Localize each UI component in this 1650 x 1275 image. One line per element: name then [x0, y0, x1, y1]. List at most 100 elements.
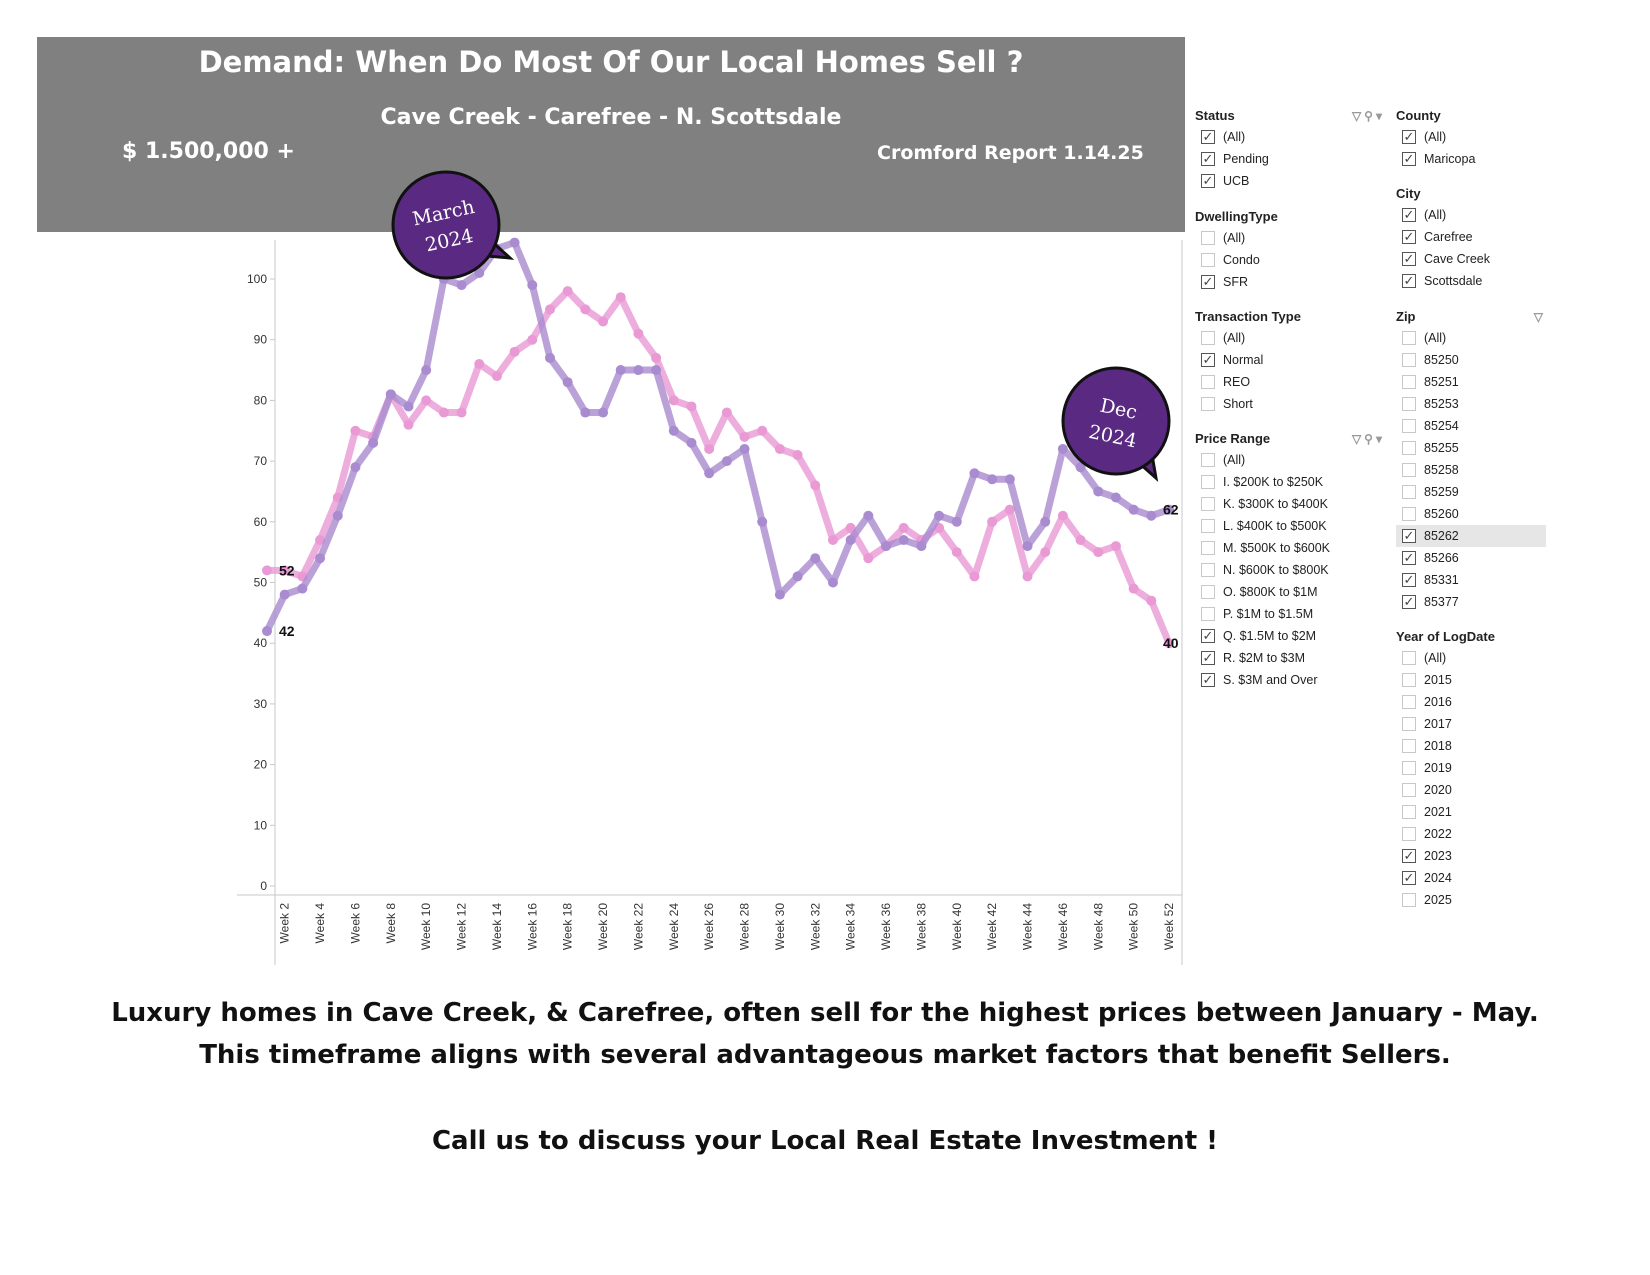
checkbox-checked-icon[interactable]: ✓: [1201, 352, 1215, 367]
checkbox-checked-icon[interactable]: ✓: [1201, 650, 1215, 665]
filter-option[interactable]: ✓ S. $3M and Over: [1195, 669, 1385, 691]
filter-option[interactable]: 2021: [1396, 801, 1546, 823]
filter-option[interactable]: 2017: [1396, 713, 1546, 735]
filter-option[interactable]: 85254: [1396, 415, 1546, 437]
filter-option[interactable]: 85255: [1396, 437, 1546, 459]
checkbox-empty-icon[interactable]: [1402, 353, 1416, 367]
filter-option[interactable]: (All): [1396, 647, 1546, 669]
filter-option[interactable]: Condo: [1195, 249, 1385, 271]
filter-option[interactable]: REO: [1195, 371, 1385, 393]
checkbox-checked-icon[interactable]: ✓: [1402, 848, 1416, 863]
filter-option[interactable]: ✓ (All): [1396, 126, 1546, 148]
filter-option[interactable]: (All): [1396, 327, 1546, 349]
checkbox-empty-icon[interactable]: [1402, 651, 1416, 665]
filter-option[interactable]: M. $500K to $600K: [1195, 537, 1385, 559]
checkbox-empty-icon[interactable]: [1201, 585, 1215, 599]
checkbox-empty-icon[interactable]: [1402, 783, 1416, 797]
checkbox-checked-icon[interactable]: ✓: [1402, 251, 1416, 266]
filter-option[interactable]: ✓ Carefree: [1396, 226, 1546, 248]
checkbox-checked-icon[interactable]: ✓: [1201, 628, 1215, 643]
checkbox-checked-icon[interactable]: ✓: [1402, 229, 1416, 244]
checkbox-checked-icon[interactable]: ✓: [1402, 273, 1416, 288]
filter-option[interactable]: ✓ 85262: [1396, 525, 1546, 547]
filter-option[interactable]: 85260: [1396, 503, 1546, 525]
checkbox-empty-icon[interactable]: [1201, 519, 1215, 533]
checkbox-empty-icon[interactable]: [1201, 375, 1215, 389]
filter-option[interactable]: I. $200K to $250K: [1195, 471, 1385, 493]
checkbox-empty-icon[interactable]: [1201, 497, 1215, 511]
filter-option[interactable]: ✓ 85266: [1396, 547, 1546, 569]
checkbox-checked-icon[interactable]: ✓: [1402, 870, 1416, 885]
filter-option[interactable]: (All): [1195, 227, 1385, 249]
filter-option[interactable]: 85253: [1396, 393, 1546, 415]
checkbox-checked-icon[interactable]: ✓: [1402, 550, 1416, 565]
checkbox-checked-icon[interactable]: ✓: [1402, 129, 1416, 144]
filter-option[interactable]: 2015: [1396, 669, 1546, 691]
checkbox-empty-icon[interactable]: [1402, 695, 1416, 709]
checkbox-empty-icon[interactable]: [1402, 397, 1416, 411]
checkbox-empty-icon[interactable]: [1201, 397, 1215, 411]
filter-option[interactable]: ✓ Pending: [1195, 148, 1385, 170]
filter-option[interactable]: 2016: [1396, 691, 1546, 713]
filter-option[interactable]: ✓ (All): [1396, 204, 1546, 226]
filter-option[interactable]: K. $300K to $400K: [1195, 493, 1385, 515]
filter-option[interactable]: ✓ 85377: [1396, 591, 1546, 613]
checkbox-checked-icon[interactable]: ✓: [1402, 594, 1416, 609]
checkbox-empty-icon[interactable]: [1402, 761, 1416, 775]
filter-option[interactable]: ✓ Maricopa: [1396, 148, 1546, 170]
checkbox-empty-icon[interactable]: [1402, 827, 1416, 841]
filter-option[interactable]: ✓ Normal: [1195, 349, 1385, 371]
filter-option[interactable]: (All): [1195, 327, 1385, 349]
checkbox-empty-icon[interactable]: [1402, 463, 1416, 477]
filter-option[interactable]: 85258: [1396, 459, 1546, 481]
filter-option[interactable]: 85251: [1396, 371, 1546, 393]
filter-option[interactable]: P. $1M to $1.5M: [1195, 603, 1385, 625]
checkbox-checked-icon[interactable]: ✓: [1201, 129, 1215, 144]
filter-menu-icon[interactable]: ▽⚲▾: [1351, 432, 1385, 446]
checkbox-empty-icon[interactable]: [1402, 893, 1416, 907]
filter-option[interactable]: 2018: [1396, 735, 1546, 757]
checkbox-empty-icon[interactable]: [1402, 673, 1416, 687]
filter-option[interactable]: ✓ R. $2M to $3M: [1195, 647, 1385, 669]
filter-option[interactable]: ✓ Q. $1.5M to $2M: [1195, 625, 1385, 647]
checkbox-empty-icon[interactable]: [1402, 805, 1416, 819]
checkbox-empty-icon[interactable]: [1402, 485, 1416, 499]
filter-option[interactable]: 2025: [1396, 889, 1546, 911]
filter-option[interactable]: (All): [1195, 449, 1385, 471]
checkbox-checked-icon[interactable]: ✓: [1201, 672, 1215, 687]
filter-option[interactable]: 85259: [1396, 481, 1546, 503]
filter-option[interactable]: N. $600K to $800K: [1195, 559, 1385, 581]
filter-option[interactable]: ✓ Scottsdale: [1396, 270, 1546, 292]
checkbox-empty-icon[interactable]: [1402, 717, 1416, 731]
filter-option[interactable]: Short: [1195, 393, 1385, 415]
checkbox-empty-icon[interactable]: [1402, 739, 1416, 753]
checkbox-empty-icon[interactable]: [1402, 419, 1416, 433]
checkbox-empty-icon[interactable]: [1201, 607, 1215, 621]
filter-menu-icon[interactable]: ▽⚲▾: [1351, 109, 1385, 123]
checkbox-empty-icon[interactable]: [1201, 331, 1215, 345]
checkbox-empty-icon[interactable]: [1201, 231, 1215, 245]
filter-option[interactable]: L. $400K to $500K: [1195, 515, 1385, 537]
filter-option[interactable]: 2022: [1396, 823, 1546, 845]
checkbox-empty-icon[interactable]: [1402, 375, 1416, 389]
checkbox-checked-icon[interactable]: ✓: [1201, 274, 1215, 289]
checkbox-empty-icon[interactable]: [1402, 331, 1416, 345]
checkbox-empty-icon[interactable]: [1201, 253, 1215, 267]
checkbox-checked-icon[interactable]: ✓: [1402, 207, 1416, 222]
checkbox-empty-icon[interactable]: [1201, 541, 1215, 555]
checkbox-empty-icon[interactable]: [1402, 507, 1416, 521]
filter-option[interactable]: 2020: [1396, 779, 1546, 801]
checkbox-checked-icon[interactable]: ✓: [1402, 151, 1416, 166]
checkbox-checked-icon[interactable]: ✓: [1201, 151, 1215, 166]
filter-option[interactable]: ✓ 85331: [1396, 569, 1546, 591]
filter-option[interactable]: ✓ Cave Creek: [1396, 248, 1546, 270]
checkbox-checked-icon[interactable]: ✓: [1402, 572, 1416, 587]
checkbox-empty-icon[interactable]: [1201, 475, 1215, 489]
filter-option[interactable]: O. $800K to $1M: [1195, 581, 1385, 603]
checkbox-empty-icon[interactable]: [1201, 563, 1215, 577]
checkbox-checked-icon[interactable]: ✓: [1201, 173, 1215, 188]
filter-option[interactable]: 2019: [1396, 757, 1546, 779]
filter-option[interactable]: 85250: [1396, 349, 1546, 371]
filter-option[interactable]: ✓ 2024: [1396, 867, 1546, 889]
checkbox-empty-icon[interactable]: [1201, 453, 1215, 467]
